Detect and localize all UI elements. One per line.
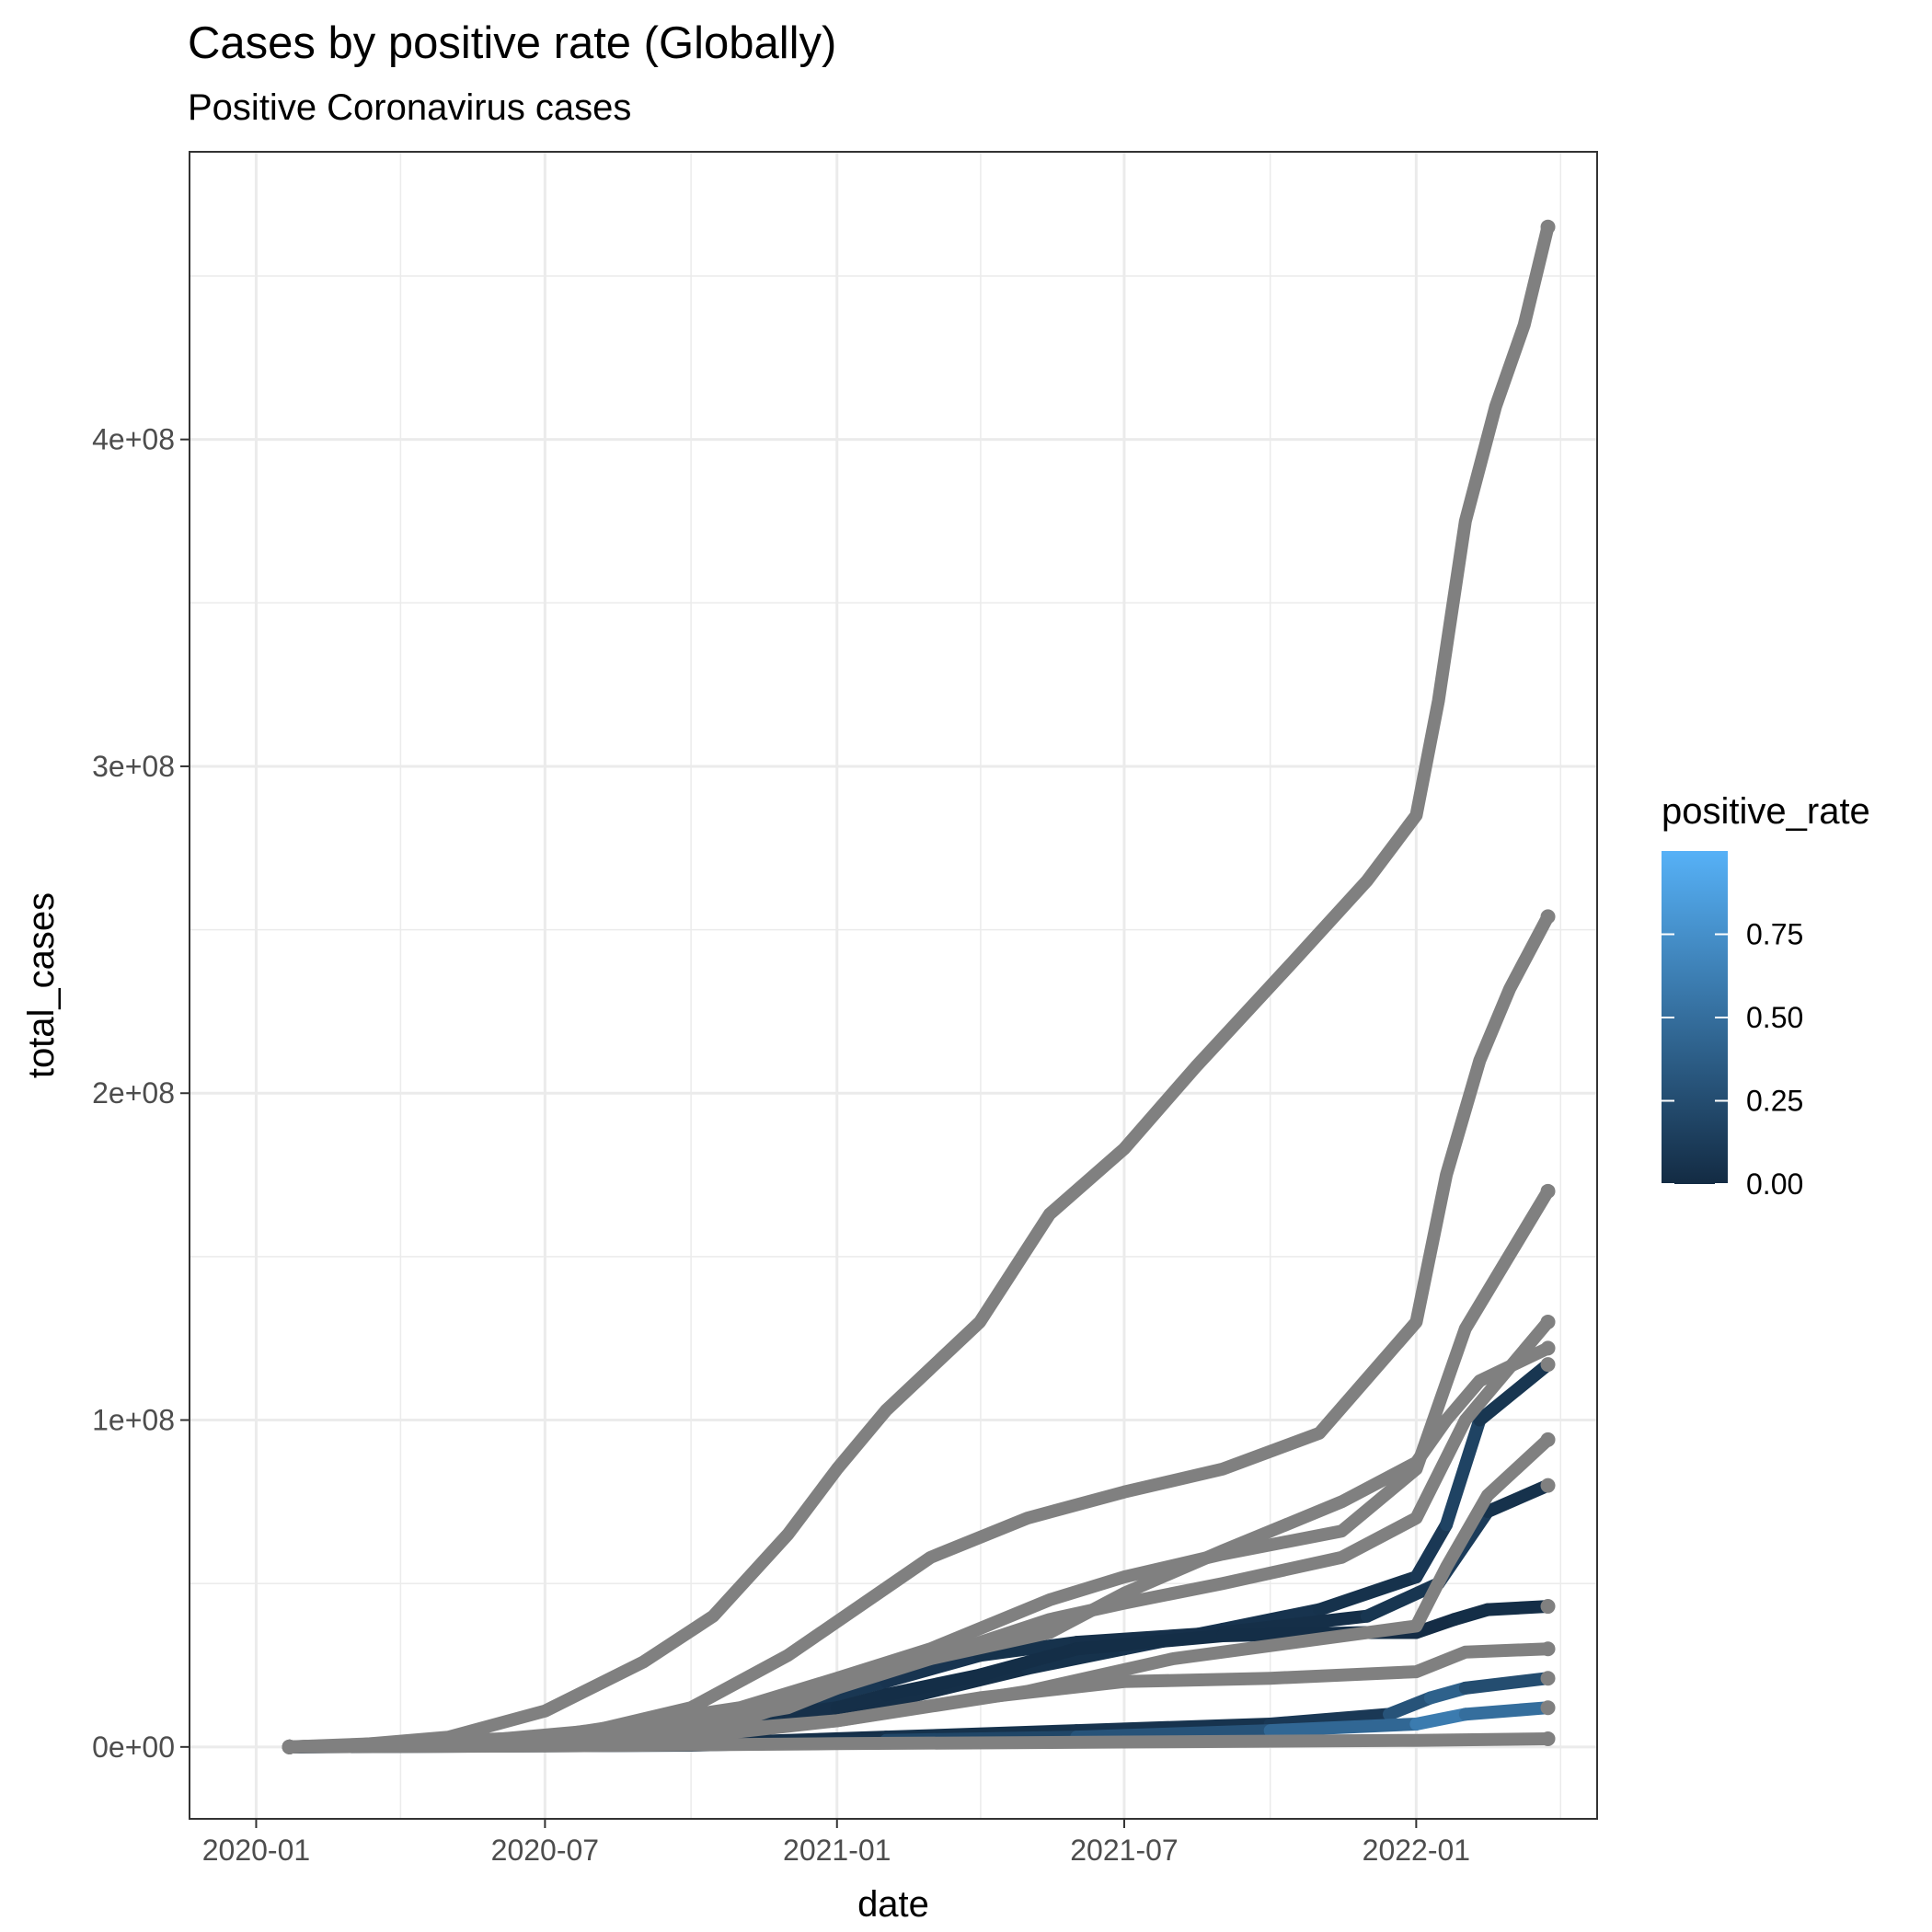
plot-border: [189, 151, 1598, 1820]
series-6-segment: [1409, 1518, 1454, 1584]
series-6-segment: [1473, 1358, 1555, 1427]
series-7-end-point: [1540, 1432, 1556, 1447]
series-9-segment: [973, 1642, 1084, 1682]
series-11-segment: [1263, 1708, 1397, 1731]
x-tick-label: 2022-01: [1363, 1834, 1470, 1867]
legend: positive_rate 0.75 0.50 0.25 0.00: [1662, 791, 1870, 1201]
y-tick-label: 1e+08: [92, 1404, 175, 1437]
legend-tick-label: 0.50: [1746, 1001, 1803, 1034]
x-tick-label: 2021-07: [1070, 1834, 1178, 1867]
series-11-segment: [1383, 1691, 1437, 1721]
series-11-segment: [1458, 1672, 1555, 1695]
legend-tick-label: 0.00: [1746, 1167, 1803, 1201]
series-5-line: [282, 1341, 1555, 1754]
legend-ticks: 0.75 0.50 0.25 0.00: [1662, 918, 1803, 1201]
y-axis-title: total_cases: [21, 892, 62, 1078]
series-13-end-point: [1540, 1731, 1556, 1746]
series-9-segment: [1480, 1600, 1555, 1616]
series-8-end-point: [1540, 1478, 1556, 1493]
series-12-segment: [1458, 1701, 1555, 1721]
series-9-segment: [1409, 1613, 1461, 1639]
series-13-line: [282, 1732, 1555, 1754]
chart-title: Cases by positive rate (Globally): [188, 18, 836, 68]
series-9-end-point: [1540, 1599, 1556, 1615]
series-4-end-point: [1540, 1314, 1556, 1329]
y-axis: 0e+00 1e+08 2e+08 3e+08 4e+08: [92, 423, 190, 1764]
y-tick-label: 2e+08: [92, 1076, 175, 1110]
series-11-end-point: [1540, 1671, 1556, 1686]
series-8-segment: [880, 1649, 987, 1688]
series-12-segment: [1263, 1717, 1423, 1738]
series-8-segment: [1480, 1478, 1555, 1519]
series-9-segment: [781, 1701, 844, 1721]
y-tick-label: 3e+08: [92, 750, 175, 783]
series-10-line: [282, 1642, 1555, 1754]
x-tick-label: 2020-01: [202, 1834, 310, 1867]
series-1-line: [282, 220, 1555, 1754]
series-5-end-point: [1540, 1340, 1556, 1356]
series-13-start-point: [282, 1739, 297, 1754]
series-6-segment: [1313, 1570, 1423, 1616]
series-layer: [282, 219, 1556, 1754]
series-8-segment: [1360, 1577, 1445, 1623]
y-tick-label: 4e+08: [92, 423, 175, 456]
series-10-end-point: [1540, 1641, 1556, 1657]
legend-title: positive_rate: [1662, 791, 1870, 832]
x-tick-label: 2020-07: [491, 1834, 599, 1867]
series-12-end-point: [1540, 1700, 1556, 1716]
series-9-segment: [880, 1668, 987, 1701]
series-9-segment: [830, 1687, 893, 1715]
legend-tick-label: 0.75: [1746, 918, 1803, 951]
x-tick-label: 2021-01: [783, 1834, 891, 1867]
series-1-end-point: [1540, 219, 1556, 235]
series-3-end-point: [1540, 1183, 1556, 1199]
y-tick-label: 0e+00: [92, 1731, 175, 1764]
x-axis: 2020-01 2020-07 2021-01 2021-07 2022-01: [202, 1819, 1470, 1867]
series-6-end-point: [1540, 1357, 1556, 1373]
series-8-segment: [973, 1636, 1084, 1662]
legend-tick-label: 0.25: [1746, 1085, 1803, 1118]
series-9-segment: [1070, 1629, 1229, 1656]
chart-subtitle: Positive Coronavirus cases: [188, 87, 631, 128]
series-2-end-point: [1540, 909, 1556, 925]
series-11-segment: [1070, 1717, 1277, 1738]
series-12-segment: [1409, 1708, 1472, 1731]
x-axis-title: date: [857, 1884, 929, 1925]
minor-gridlines: [190, 152, 1597, 1819]
series-6-segment: [1440, 1413, 1487, 1532]
